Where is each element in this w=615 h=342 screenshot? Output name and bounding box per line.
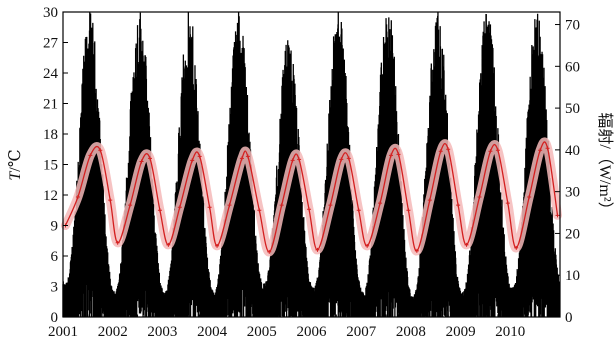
- temperature-point: [414, 248, 419, 253]
- temperature-point: [88, 153, 93, 158]
- right-y-tick-label: 0: [565, 310, 573, 326]
- x-tick-label: 2006: [297, 324, 328, 340]
- temperature-point: [139, 159, 144, 164]
- temperature-point: [495, 148, 500, 153]
- temperature-point: [356, 208, 361, 213]
- x-tick-label: 2008: [396, 324, 426, 340]
- x-tick-label: 2004: [197, 324, 228, 340]
- temperature-point: [396, 152, 401, 157]
- right-y-tick-label: 60: [565, 59, 580, 75]
- temperature-point: [227, 203, 232, 208]
- temperature-series: [63, 141, 560, 254]
- right-y-axis: 0 10 20 30 40 50 60 70: [555, 18, 580, 326]
- left-y-tick-label: 3: [51, 280, 59, 296]
- temperature-point: [446, 147, 451, 152]
- temperature-point: [157, 208, 162, 213]
- left-y-tick-label: 30: [43, 5, 58, 21]
- left-y-tick-label: 0: [51, 310, 59, 326]
- temperature-point: [307, 207, 312, 212]
- temperature-point: [290, 158, 295, 163]
- temperature-point: [514, 245, 519, 250]
- temperature-point: [406, 208, 411, 213]
- temperature-point: [389, 153, 394, 158]
- right-y-tick-label: 50: [565, 101, 580, 117]
- left-y-tick-label: 27: [43, 36, 59, 52]
- temperature-point: [166, 242, 171, 247]
- temperature-point: [438, 149, 443, 154]
- left-y-tick-label: 18: [43, 127, 58, 143]
- x-tick-label: 2007: [346, 324, 377, 340]
- temperature-point: [505, 201, 510, 206]
- temperature-point: [346, 156, 351, 161]
- right-y-tick-label: 30: [565, 185, 580, 201]
- temperature-point: [177, 205, 182, 210]
- temperature-point: [456, 203, 461, 208]
- temperature-point: [527, 195, 532, 200]
- temperature-point: [328, 203, 333, 208]
- temperature-point: [297, 157, 302, 162]
- left-y-tick-label: 9: [51, 219, 59, 235]
- temperature-point: [538, 148, 543, 153]
- temperature-point: [339, 157, 344, 162]
- x-tick-label: 2003: [147, 324, 177, 340]
- temperature-point: [315, 247, 320, 252]
- temperature-point: [488, 149, 493, 154]
- temperature-point: [545, 146, 550, 151]
- right-y-tick-label: 40: [565, 143, 580, 159]
- left-y-tick-label: 12: [43, 188, 58, 204]
- left-y-axis-title: T/℃: [7, 149, 24, 180]
- temperature-point: [245, 154, 250, 159]
- temperature-point: [464, 242, 469, 247]
- temperature-point: [279, 203, 284, 208]
- right-y-tick-label: 20: [565, 226, 580, 242]
- temperature-point: [378, 201, 383, 206]
- temperature-point: [239, 156, 244, 161]
- temperature-point: [115, 240, 120, 245]
- x-tick-label: 2002: [98, 324, 128, 340]
- right-y-axis-title: 辐射/（W/m²）: [596, 112, 614, 217]
- right-y-tick-label: 70: [565, 18, 580, 34]
- temperature-point: [427, 198, 432, 203]
- temperature-point: [197, 154, 202, 159]
- temperature-point: [257, 208, 262, 213]
- x-tick-label: 2005: [247, 324, 277, 340]
- x-tick-label: 2001: [48, 324, 78, 340]
- x-tick-label: 2010: [495, 324, 525, 340]
- temperature-point: [365, 243, 370, 248]
- temperature-point: [207, 205, 212, 210]
- temperature-point: [267, 249, 272, 254]
- left-y-tick-label: 21: [43, 97, 58, 113]
- temperature-point: [215, 243, 220, 248]
- temperature-point: [75, 195, 80, 200]
- left-y-axis: 0 3 6 9 12 15 18 21 24 27 30: [43, 5, 68, 326]
- x-axis: 2001 2002 2003 2004 2005 2006 2007 2008 2009 2010: [48, 312, 561, 340]
- left-y-tick-label: 6: [51, 249, 59, 265]
- x-tick-label: 2009: [446, 324, 476, 340]
- temperature-point: [147, 156, 152, 161]
- left-y-tick-label: 24: [43, 66, 59, 82]
- temperature-point: [128, 203, 133, 208]
- temperature-point: [108, 198, 113, 203]
- right-y-tick-label: 10: [565, 268, 580, 284]
- temperature-point: [477, 195, 482, 200]
- left-y-tick-label: 15: [43, 158, 58, 174]
- temperature-point: [98, 148, 103, 153]
- temperature-point: [190, 158, 195, 163]
- temperature-point: [555, 213, 560, 218]
